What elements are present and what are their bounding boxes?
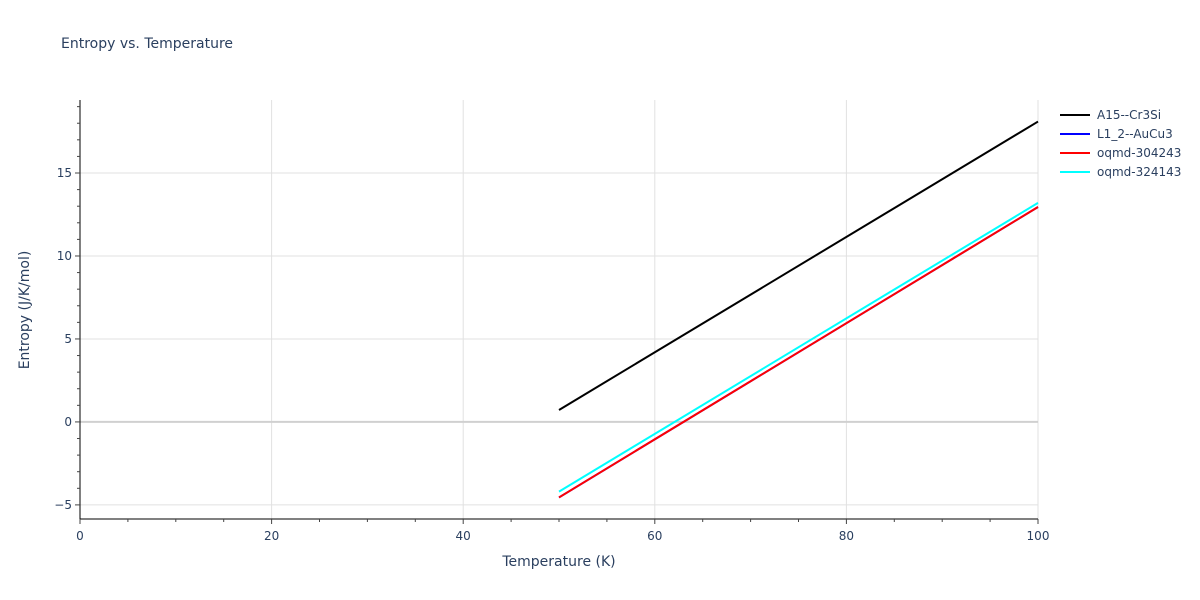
x-tick-label: 80 (839, 529, 854, 543)
x-tick-label: 40 (456, 529, 471, 543)
legend-label: oqmd-304243 (1097, 145, 1182, 160)
y-tick-label: 10 (57, 249, 72, 263)
legend-swatch-icon (1060, 151, 1090, 154)
x-tick-label: 20 (264, 529, 279, 543)
y-tick-label: −5 (54, 498, 72, 512)
x-tick-label: 0 (76, 529, 84, 543)
legend-swatch-icon (1060, 113, 1090, 116)
legend-swatch-icon (1060, 132, 1090, 135)
chart-title: Entropy vs. Temperature (61, 36, 234, 52)
y-tick-label: 5 (64, 332, 72, 346)
legend-item-a15-cr3si[interactable]: A15--Cr3Si (1060, 105, 1181, 124)
series-line-a15-cr3si[interactable] (558, 120, 1039, 411)
legend-swatch-icon (1060, 170, 1090, 173)
y-tick-label: 0 (64, 415, 72, 429)
legend-item-oqmd-324143[interactable]: oqmd-324143 (1060, 162, 1181, 181)
series-line-oqmd-324143[interactable] (558, 202, 1039, 493)
legend-label: L1_2--AuCu3 (1097, 126, 1173, 141)
legend-item-oqmd-304243[interactable]: oqmd-304243 (1060, 143, 1181, 162)
x-tick-label: 100 (1027, 529, 1050, 543)
legend-label: A15--Cr3Si (1097, 107, 1162, 122)
legend: A15--Cr3Si L1_2--AuCu3 oqmd-304243 oqmd-… (1060, 105, 1181, 181)
x-axis-title: Temperature (K) (502, 554, 616, 570)
y-tick-label: 15 (57, 166, 72, 180)
series-line-oqmd-304243[interactable] (558, 206, 1039, 499)
legend-label: oqmd-324143 (1097, 164, 1182, 179)
y-axis-title: Entropy (J/K/mol) (17, 250, 33, 370)
legend-item-l12-aucu3[interactable]: L1_2--AuCu3 (1060, 124, 1181, 143)
x-tick-label: 60 (647, 529, 662, 543)
